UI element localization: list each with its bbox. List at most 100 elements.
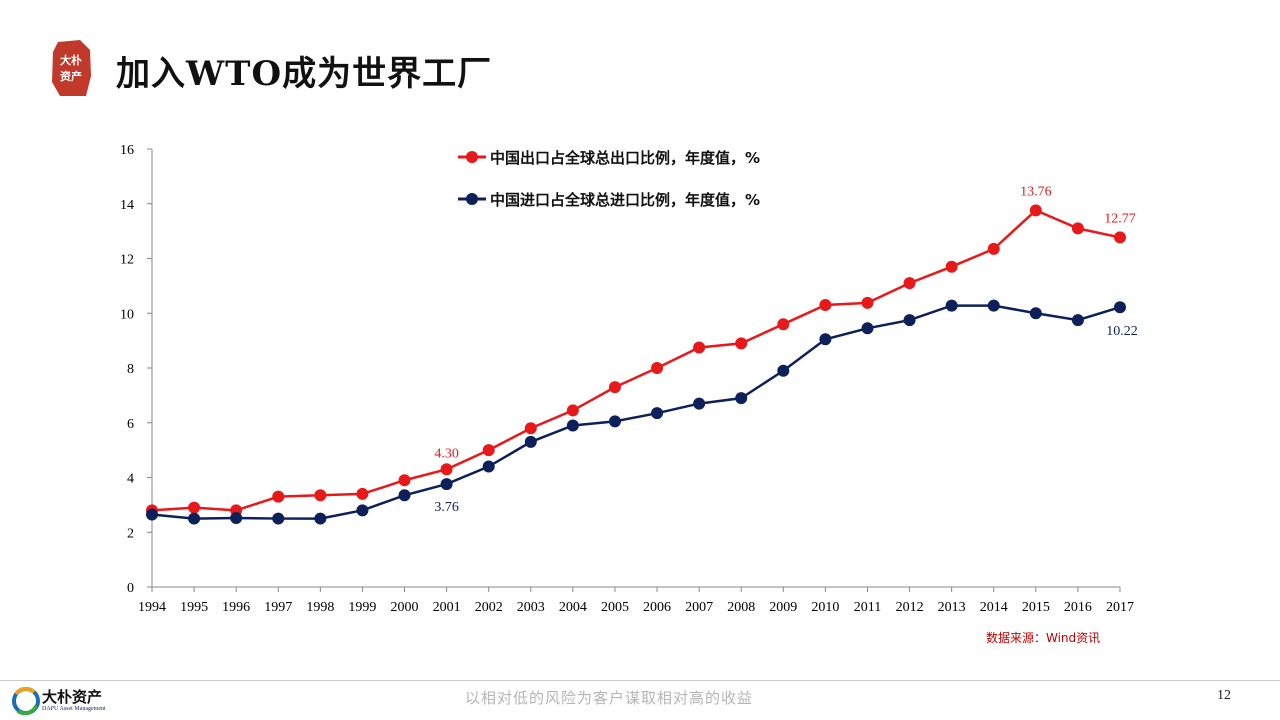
x-tick-label: 1996 <box>222 600 250 615</box>
data-point <box>272 490 285 503</box>
x-tick-label: 2017 <box>1106 600 1134 615</box>
data-point <box>861 322 874 335</box>
data-point <box>1029 204 1042 217</box>
series-line <box>151 208 1121 512</box>
x-tick-label: 2009 <box>769 600 797 615</box>
data-point <box>819 333 832 346</box>
data-point <box>1114 231 1126 244</box>
data-point <box>524 422 537 435</box>
x-tick-label: 2008 <box>727 600 755 615</box>
footer-divider <box>0 680 1280 681</box>
brand-seal-logo: 大朴 资产 <box>52 40 91 96</box>
series-group: 3.76 10.22 <box>146 299 1138 525</box>
data-point <box>524 435 537 448</box>
data-point <box>735 337 748 350</box>
data-point <box>1071 222 1084 235</box>
data-point <box>1029 307 1042 320</box>
x-tick-label: 2010 <box>811 600 839 615</box>
svg-text:资产: 资产 <box>60 69 82 83</box>
footer-logo-icon <box>12 686 40 716</box>
x-tick-label: 2002 <box>475 600 503 615</box>
data-label: 12.77 <box>1104 211 1136 226</box>
data-point <box>188 501 201 514</box>
data-label: 13.76 <box>1020 184 1052 199</box>
x-tick-label: 2000 <box>391 600 419 615</box>
x-tick-label: 2006 <box>643 600 671 615</box>
x-tick-label: 2011 <box>854 600 881 615</box>
x-tick-label: 2001 <box>433 600 461 615</box>
y-tick-label: 16 <box>120 143 134 158</box>
y-tick-label: 4 <box>127 472 134 487</box>
x-tick-label: 1999 <box>348 600 376 615</box>
y-tick-label: 8 <box>127 362 134 377</box>
x-tick-label: 2003 <box>517 600 545 615</box>
data-point <box>314 489 327 502</box>
data-source-note: 数据来源：Wind资讯 <box>986 631 1101 645</box>
data-point <box>735 392 748 405</box>
chart-axes: 0 2 4 6 8 10 12 14 16 1994 1995 1996 1997 1998 1999 200… <box>120 143 1134 615</box>
data-point <box>398 474 411 487</box>
data-label: 4.30 <box>434 446 459 461</box>
data-point <box>903 277 916 290</box>
y-tick-label: 2 <box>127 526 134 541</box>
data-point <box>566 404 579 417</box>
data-point <box>272 512 285 525</box>
data-point <box>945 260 958 273</box>
x-tick-label: 2004 <box>559 600 587 615</box>
data-point <box>482 460 495 473</box>
data-point <box>1114 301 1126 314</box>
data-point <box>230 512 243 525</box>
series-line <box>151 304 1121 520</box>
data-point <box>440 478 453 491</box>
x-tick-label: 2007 <box>685 600 713 615</box>
data-point <box>693 397 706 410</box>
data-point <box>566 419 579 432</box>
x-tick-label: 2014 <box>980 600 1008 615</box>
y-tick-label: 12 <box>120 253 134 268</box>
chart-legend: 中国出口占全球总出口比例，年度值，% 中国进口占全球总进口比例，年度值，% <box>458 149 760 209</box>
x-tick-label: 1995 <box>180 600 208 615</box>
x-tick-label: 1998 <box>306 600 334 615</box>
page-number: 12 <box>1217 688 1231 703</box>
legend-marker <box>466 151 478 163</box>
y-tick-label: 6 <box>127 417 134 432</box>
y-tick-label: 10 <box>120 307 134 322</box>
data-point <box>945 299 958 312</box>
data-point <box>861 296 874 309</box>
y-tick-label: 0 <box>127 581 134 596</box>
data-point <box>693 341 706 354</box>
footer-company-english: DAPU Asset Management <box>42 706 106 712</box>
data-point <box>356 487 369 500</box>
x-tick-label: 2012 <box>896 600 924 615</box>
data-point <box>188 512 201 525</box>
data-point <box>398 489 411 502</box>
data-point <box>777 318 790 331</box>
data-point <box>356 504 369 517</box>
page-title: 加入WTO成为世界工厂 <box>116 54 493 94</box>
data-point <box>146 508 158 521</box>
data-point <box>903 314 916 327</box>
data-label: 10.22 <box>1106 324 1138 339</box>
x-tick-label: 1994 <box>138 600 166 615</box>
svg-text:大朴: 大朴 <box>60 53 82 67</box>
x-tick-label: 2005 <box>601 600 629 615</box>
legend-marker <box>466 193 478 205</box>
data-point <box>440 463 453 476</box>
data-point <box>608 415 621 428</box>
footer-company-name: 大朴资产 <box>42 688 103 706</box>
x-tick-label: 2015 <box>1022 600 1050 615</box>
x-tick-label: 2016 <box>1064 600 1092 615</box>
series-group: 4.30 13.76 12.77 <box>146 184 1136 517</box>
data-point <box>1071 314 1084 327</box>
data-point <box>608 381 621 394</box>
x-tick-label: 2013 <box>938 600 966 615</box>
legend-label: 中国出口占全球总出口比例，年度值，% <box>490 149 760 167</box>
data-point <box>987 242 1000 255</box>
data-point <box>482 444 495 457</box>
x-tick-label: 1997 <box>264 600 292 615</box>
data-point <box>819 299 832 312</box>
data-label: 3.76 <box>434 500 459 515</box>
y-tick-label: 14 <box>120 198 134 213</box>
footer-slogan: 以相对低的风险为客户谋取相对高的收益 <box>465 689 754 707</box>
